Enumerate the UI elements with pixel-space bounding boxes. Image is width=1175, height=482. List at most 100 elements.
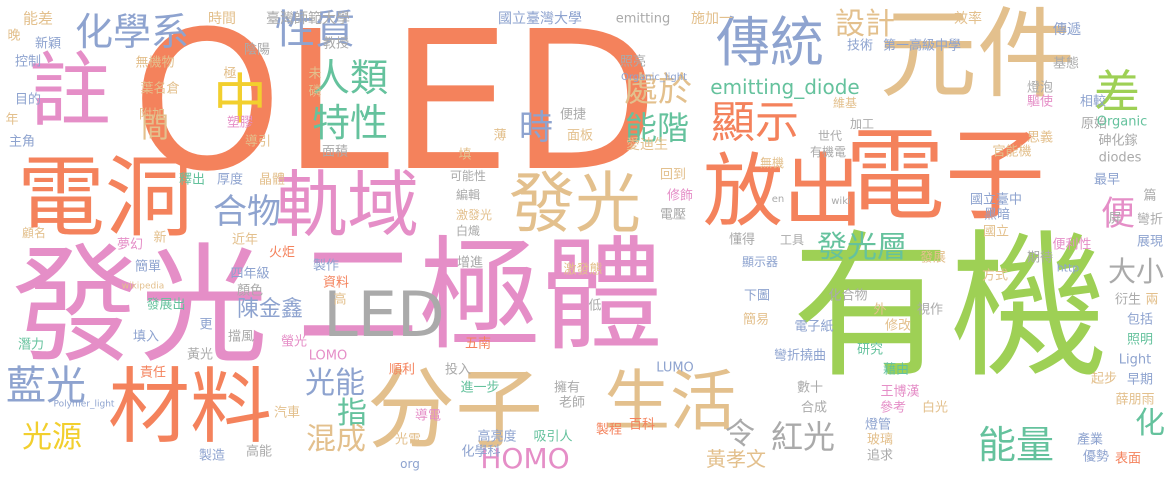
cloud-word: 元件: [878, 0, 1076, 112]
cloud-word: 擁有: [553, 380, 581, 396]
cloud-word: 砷化鎵: [1098, 133, 1138, 149]
cloud-word: 表面: [1114, 451, 1142, 467]
cloud-word: 激發光: [455, 208, 493, 222]
cloud-word: 便: [1101, 194, 1135, 234]
cloud-word: 合物: [213, 192, 281, 232]
cloud-word: 白熾: [455, 224, 481, 238]
cloud-word: 紅光: [770, 418, 836, 456]
cloud-word: 發展: [919, 250, 947, 266]
cloud-word: 指: [337, 396, 367, 431]
cloud-word: 塑膠: [226, 115, 254, 131]
cloud-word: 追求: [866, 448, 894, 464]
cloud-word: LUMO: [656, 360, 694, 376]
cloud-word: 無機: [759, 156, 785, 170]
cloud-word: 包括: [1126, 312, 1154, 328]
cloud-word: 彎折: [1136, 212, 1164, 228]
cloud-word: 原始: [1080, 116, 1108, 132]
cloud-word: 電子紙: [794, 319, 834, 335]
cloud-word: 能差: [22, 9, 54, 28]
cloud-word: 發光: [11, 232, 269, 381]
cloud-word: 照亮: [619, 54, 647, 70]
cloud-word: LOMO: [308, 348, 348, 364]
cloud-word: 大小: [1107, 255, 1165, 288]
cloud-word: 能量: [977, 423, 1055, 467]
cloud-word: 光源: [22, 420, 82, 455]
cloud-word: 晶體: [258, 172, 286, 188]
cloud-word: 技術: [846, 38, 874, 54]
cloud-word: 基態: [1052, 56, 1080, 72]
cloud-word: 兩: [1145, 292, 1159, 308]
cloud-word: 黃孝文: [706, 447, 766, 471]
cloud-word: 化: [1135, 406, 1165, 441]
cloud-word: 照明: [1126, 332, 1154, 348]
cloud-word: 懂得: [728, 232, 756, 248]
cloud-word: 時間: [208, 11, 236, 27]
cloud-word: 電洞: [16, 146, 194, 249]
cloud-word: 性質: [275, 7, 355, 53]
cloud-word: 便利性: [1052, 237, 1092, 253]
cloud-word: 潛力: [17, 337, 45, 353]
cloud-word: 面板: [566, 128, 594, 144]
cloud-word: 螢光: [280, 334, 308, 350]
cloud-word: emitting: [615, 11, 671, 27]
cloud-word: 玻璃: [866, 432, 894, 448]
cloud-word: 王博漢: [880, 384, 920, 400]
cloud-word: 施加一: [691, 11, 733, 27]
cloud-word: 晚: [7, 28, 21, 44]
cloud-word: 資料: [322, 275, 350, 291]
cloud-word: 新穎: [34, 36, 62, 52]
cloud-word: 分子: [366, 358, 544, 461]
cloud-word: 中: [213, 68, 267, 131]
cloud-word: 汽車: [273, 405, 301, 421]
cloud-word: 令: [725, 417, 755, 452]
cloud-word: 視作: [916, 302, 944, 318]
cloud-word: 方式: [981, 268, 1009, 284]
cloud-word: 參考: [879, 400, 907, 416]
cloud-word: 未: [308, 66, 322, 82]
cloud-word: 彎折撓曲: [773, 348, 827, 364]
cloud-word: emitting_diode: [710, 75, 860, 99]
cloud-word: 優勢: [1082, 449, 1110, 465]
cloud-word: 磷: [308, 84, 322, 100]
cloud-word: 極: [223, 66, 237, 82]
cloud-word: OLED: [131, 0, 659, 214]
cloud-word: 發展出: [146, 297, 186, 313]
cloud-word: 附加: [138, 107, 166, 123]
cloud-word: 主角: [8, 134, 36, 150]
cloud-word: 投入: [444, 362, 472, 378]
cloud-word: 五南: [464, 336, 492, 352]
cloud-word: LED: [323, 278, 445, 351]
cloud-word: 燈泡: [1026, 80, 1054, 96]
cloud-word: Polymer_light: [53, 399, 115, 410]
cloud-word: 便捷: [559, 107, 587, 123]
cloud-word: 設計: [835, 7, 895, 42]
cloud-word: 屏: [1108, 211, 1122, 227]
cloud-word: org: [400, 457, 420, 471]
cloud-word: 簡易: [742, 312, 770, 328]
cloud-word: 藍光: [6, 363, 86, 409]
cloud-word: 衍生: [1114, 292, 1142, 308]
cloud-word: 導電: [414, 408, 442, 424]
cloud-word: 化學科: [461, 444, 501, 460]
cloud-word: 維基: [832, 96, 858, 110]
cloud-word: http: [1056, 261, 1080, 275]
cloud-word: 化合物: [828, 288, 868, 304]
cloud-word: 無機物: [135, 55, 175, 71]
cloud-word: 電子: [845, 117, 1045, 234]
cloud-word: 愛迪生: [626, 137, 668, 153]
cloud-word: 燈管: [864, 417, 892, 433]
cloud-word: 修改: [884, 318, 912, 334]
cloud-word: 高亮度: [477, 429, 517, 445]
cloud-word: 傳統: [716, 11, 824, 74]
cloud-word: 相較: [1079, 94, 1107, 110]
cloud-word: 黃光: [186, 347, 214, 363]
cloud-word: 有機電: [809, 145, 847, 159]
cloud-word: 官能機: [992, 144, 1032, 160]
cloud-word: 修飾: [666, 188, 694, 204]
cloud-word: 導引: [244, 134, 272, 150]
cloud-word: 處於: [624, 70, 692, 110]
cloud-word: 傳遞: [1053, 22, 1081, 38]
cloud-word: 四年級: [230, 266, 270, 282]
cloud-word: 差: [1094, 65, 1140, 119]
